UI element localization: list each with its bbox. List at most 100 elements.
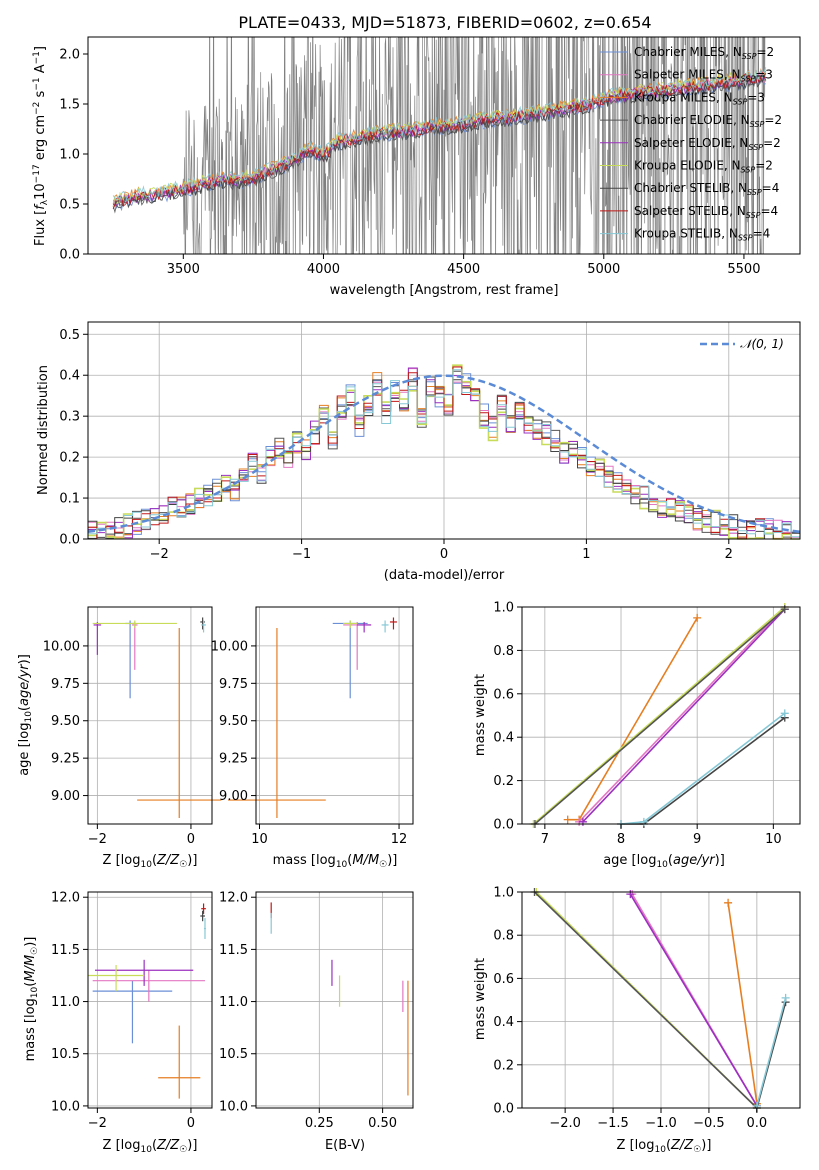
histogram-y-tick-label: 0.4 [59, 369, 80, 384]
error-bar-point-kroupa_stelib [381, 620, 389, 633]
mass-y-label: mass [log10(M/M☉)] [23, 937, 40, 1062]
legend-label-tail: =2 [763, 136, 781, 150]
legend-label-sub: SSP [748, 143, 763, 152]
x-tick-label: 9 [693, 832, 701, 847]
error-bar-point-kroupa_elodie [88, 965, 145, 992]
plus-marker [724, 898, 733, 907]
y-tick-label: 9.50 [51, 714, 80, 729]
error-bar-point-chabrier_miles [332, 620, 368, 699]
legend-label-sub: SSP [741, 75, 756, 84]
legend-label-tail: =4 [762, 181, 780, 195]
y-tick-label: 10.0 [51, 1099, 80, 1114]
mass-weight-line-salpeter_miles [578, 606, 786, 823]
x-tick-label: 0 [187, 1116, 195, 1131]
p3-x-label: Z [log10(Z/Z☉)] [103, 853, 198, 870]
error-bar-point-kroupa_elodie [343, 620, 358, 628]
gaussian-legend-label: 𝒩(0, 1) [740, 337, 784, 351]
age-y-label: age [log10(age/yr)] [17, 654, 34, 776]
legend-label-text: Chabrier MILES, N [634, 45, 742, 59]
p4-x-label: mass [log10(M/M☉)] [273, 853, 398, 870]
histogram-y-label: Normed distribution [36, 365, 51, 495]
y-tick-label: 1.0 [493, 601, 514, 616]
mass-vs-extinction-panel: 0.25 0.50 10.0 10.5 11.0 11.5 12.0 [219, 891, 414, 1131]
y-tick-label: 0.2 [493, 774, 514, 789]
age-vs-metallicity-panel: −2 0 9.00 9.25 9.50 9.75 10.00 [43, 606, 222, 847]
mass-weight-line-kroupa_miles [727, 902, 758, 1104]
error-bar-point-kroupa_miles [228, 627, 326, 819]
spectrum-clipped [112, 37, 767, 254]
mass-weight-line-kroupa_elodie [532, 606, 786, 825]
spectrum-y-tick-label: 0.5 [59, 198, 80, 213]
histogram-y-tick-label: 0.5 [59, 328, 80, 343]
y-tick-label: 0.6 [493, 687, 514, 702]
histogram-panel: −2 −1 0 1 2 0.0 0.1 0.2 0.3 0.4 0.5 (data-model)/e… [36, 321, 801, 583]
mass-weight-vs-metallicity-panel: −2.0 −1.5 −1.0 −0.5 0.0 0.0 0.2 0.4 0.6 0.8 1.0 [493, 886, 801, 1131]
spectrum-plot-area [112, 37, 767, 254]
error-bar-point-chabrier_miles [125, 620, 135, 699]
p7-x-label: E(B-V) [325, 1138, 365, 1153]
x-tick-label: −2 [88, 832, 107, 847]
x-tick-label: 8 [617, 832, 625, 847]
x-tick-label: 0 [187, 832, 195, 847]
x-tick-label: 0.50 [368, 1116, 397, 1131]
spectrum-ticks: 3500 4000 4500 5000 5500 0.0 0.5 1.0 1.5 2.0 [59, 48, 760, 278]
plus-marker [563, 815, 572, 824]
error-bar-point-chabrier_miles [92, 980, 173, 1044]
y-tick-label: 0.4 [493, 731, 514, 746]
p8-y-label: mass weight [473, 958, 488, 1040]
histogram-x-tick-label: 0 [440, 547, 448, 562]
histogram-y-tick-label: 0.0 [59, 533, 80, 548]
y-tick-label: 9.25 [51, 752, 80, 767]
x-tick-label: −1.0 [645, 1116, 677, 1131]
histogram-grid [88, 322, 800, 540]
legend-label-text: Salpeter ELODIE, N [634, 136, 748, 150]
spectrum-x-tick-label: 5000 [587, 262, 620, 277]
y-tick-label: 10.00 [211, 639, 248, 654]
p5-x-label: age [log10(age/yr)] [603, 853, 725, 870]
legend-label-sub: SSP [733, 97, 748, 106]
y-tick-label: 0.2 [493, 1058, 514, 1073]
y-tick-label: 0.8 [493, 929, 514, 944]
age-vs-mass-panel: 10 12 9.00 9.25 9.50 9.75 10.00 [211, 606, 414, 847]
histogram-step-kroupa_stelib [88, 369, 800, 540]
mass-weight-line-chabrier_stelib [621, 717, 786, 825]
legend-label-tail: =3 [755, 68, 773, 82]
error-bar-point-salpeter_elodie [93, 621, 102, 655]
error-bar-point-salpeter_elodie [357, 621, 372, 633]
observed-spectrum-line [112, 37, 766, 254]
spectrum-x-tick-label: 5500 [727, 262, 760, 277]
legend-label-text: Kroupa MILES, N [634, 90, 733, 104]
rich-axis-labels: age [log10(age/yr)] Z [log10(Z/Z☉)] mass… [17, 654, 725, 1155]
x-tick-label: −2 [88, 1116, 107, 1131]
model-fit-line-kroupa_stelib [112, 67, 767, 203]
legend-label-text: Kroupa ELODIE, N [634, 159, 741, 173]
legend-label: Kroupa ELODIE, NSSP=2 [634, 159, 773, 175]
error-bar-point-kroupa_elodie [92, 620, 177, 628]
x-tick-label: 0.0 [747, 1116, 768, 1131]
p8-x-label: Z [log10(Z/Z☉)] [617, 1138, 712, 1155]
y-tick-label: 1.0 [493, 886, 514, 901]
histogram-ticks: −2 −1 0 1 2 0.0 0.1 0.2 0.3 0.4 0.5 [59, 328, 733, 562]
error-bar-point-chabrier_stelib [200, 910, 205, 922]
p5-y-label: mass weight [473, 674, 488, 756]
legend-label-sub: SSP [738, 234, 753, 243]
histogram-plot-area [87, 364, 801, 540]
legend-label-sub: SSP [750, 120, 765, 129]
spectrum-x-label: wavelength [Angstrom, rest frame] [330, 283, 559, 298]
spectrum-x-tick-label: 4500 [447, 262, 480, 277]
y-tick-label: 9.25 [219, 752, 248, 767]
error-bar-point-salpeter_miles [92, 970, 205, 1002]
plus-marker [780, 709, 789, 718]
histogram-x-tick-label: 1 [582, 547, 590, 562]
mass-weight-vs-age-panel: 7 8 9 10 0.0 0.2 0.4 0.6 0.8 1.0 [493, 601, 801, 847]
legend-label-text: Salpeter STELIB, N [634, 204, 746, 218]
legend-label-text: Chabrier STELIB, N [634, 181, 747, 195]
error-bar-point-kroupa_miles [158, 1025, 201, 1099]
legend-label-tail: =2 [755, 159, 773, 173]
histogram-legend: 𝒩(0, 1) [700, 337, 784, 351]
legend-label-tail: =2 [764, 113, 782, 127]
legend-label-sub: SSP [746, 211, 761, 220]
y-tick-label: 9.00 [51, 789, 80, 804]
